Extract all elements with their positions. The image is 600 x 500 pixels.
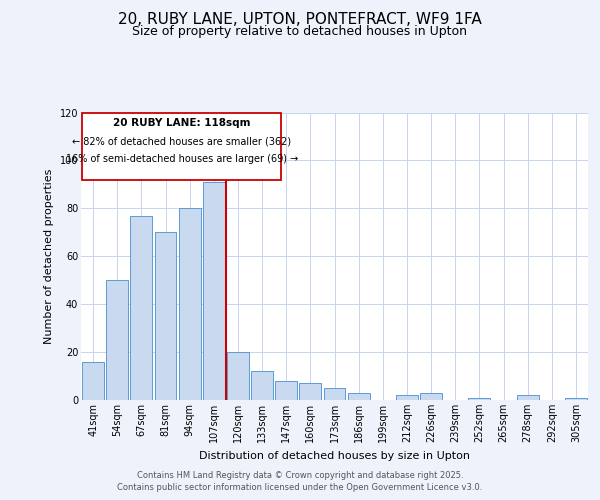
Y-axis label: Number of detached properties: Number of detached properties — [44, 168, 54, 344]
Bar — [251, 371, 273, 400]
Text: 16% of semi-detached houses are larger (69) →: 16% of semi-detached houses are larger (… — [65, 154, 298, 164]
Bar — [517, 395, 539, 400]
Bar — [299, 383, 321, 400]
Text: 20 RUBY LANE: 118sqm: 20 RUBY LANE: 118sqm — [113, 118, 251, 128]
Bar — [82, 362, 104, 400]
Bar — [348, 393, 370, 400]
Bar — [420, 393, 442, 400]
Bar — [565, 398, 587, 400]
Bar — [179, 208, 200, 400]
Bar — [227, 352, 249, 400]
Text: Contains public sector information licensed under the Open Government Licence v3: Contains public sector information licen… — [118, 483, 482, 492]
Bar — [396, 395, 418, 400]
Text: Contains HM Land Registry data © Crown copyright and database right 2025.: Contains HM Land Registry data © Crown c… — [137, 471, 463, 480]
Text: Size of property relative to detached houses in Upton: Size of property relative to detached ho… — [133, 25, 467, 38]
Text: 20, RUBY LANE, UPTON, PONTEFRACT, WF9 1FA: 20, RUBY LANE, UPTON, PONTEFRACT, WF9 1F… — [118, 12, 482, 28]
Bar — [275, 381, 297, 400]
Bar — [203, 182, 224, 400]
Bar — [155, 232, 176, 400]
Bar — [130, 216, 152, 400]
Bar — [106, 280, 128, 400]
Bar — [323, 388, 346, 400]
Text: ← 82% of detached houses are smaller (362): ← 82% of detached houses are smaller (36… — [72, 136, 292, 146]
Bar — [469, 398, 490, 400]
FancyBboxPatch shape — [82, 112, 281, 180]
X-axis label: Distribution of detached houses by size in Upton: Distribution of detached houses by size … — [199, 450, 470, 460]
